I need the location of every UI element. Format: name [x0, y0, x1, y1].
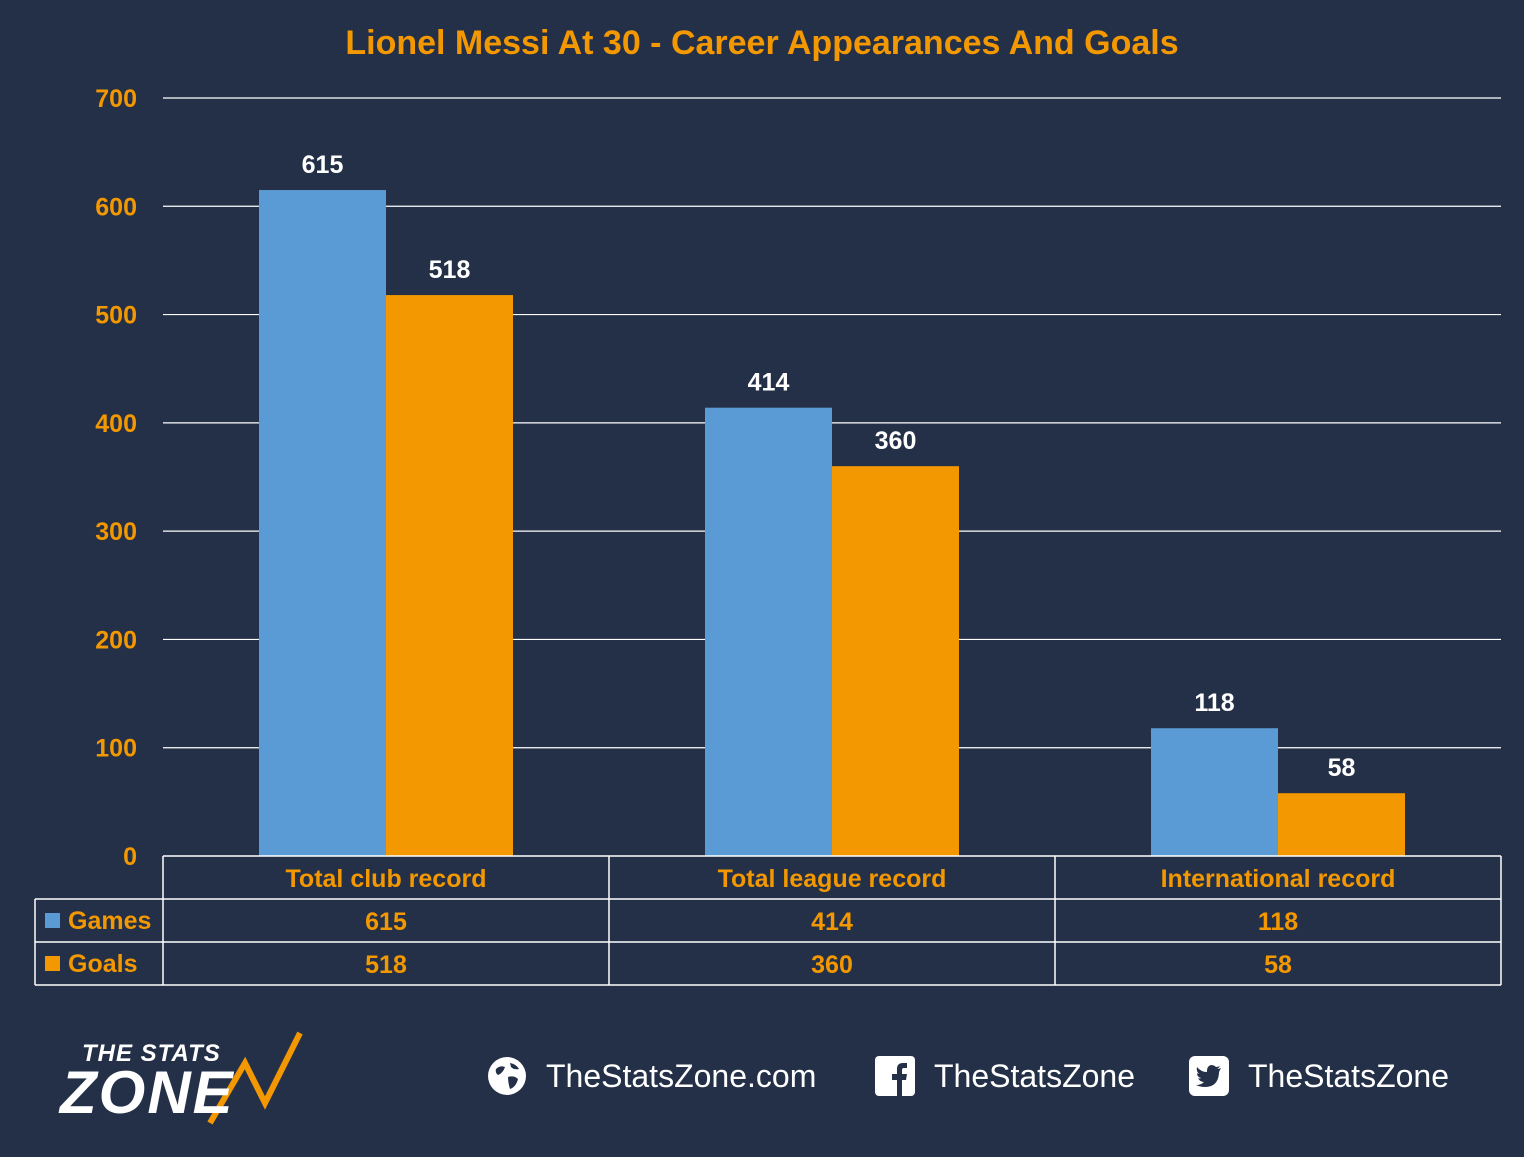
y-tick-label: 200	[95, 626, 137, 654]
twitter-link[interactable]: TheStatsZone	[1188, 1054, 1449, 1098]
chart-title: Lionel Messi At 30 - Career Appearances …	[345, 24, 1178, 62]
table-cell: 118	[1258, 908, 1298, 936]
category-label: Total club record	[286, 865, 487, 893]
bar-goals	[1278, 793, 1405, 856]
logo-top-text: THE STATS	[82, 1040, 221, 1067]
data-label: 518	[429, 256, 471, 284]
legend-swatch-games	[45, 913, 60, 928]
data-labels: 615 518 414 360 118 58	[302, 151, 1356, 782]
category-label: Total league record	[718, 865, 947, 893]
y-tick-label: 700	[95, 85, 137, 113]
y-tick-label: 600	[95, 193, 137, 221]
bar-games	[705, 407, 832, 856]
table-cell: 615	[365, 908, 407, 936]
data-label: 414	[748, 369, 790, 397]
y-tick-label: 300	[95, 518, 137, 546]
bar-games	[1151, 728, 1278, 856]
table-cell: 518	[365, 951, 407, 979]
bar-goals	[832, 466, 959, 856]
twitter-icon	[1189, 1056, 1229, 1096]
y-tick-label: 400	[95, 410, 137, 438]
data-label: 360	[875, 427, 917, 455]
table-cell: 58	[1264, 951, 1292, 979]
y-axis: 0 100 200 300 400 500 600 700	[95, 85, 137, 871]
logo-main-text: ZONE	[60, 1059, 235, 1126]
legend-label: Games	[68, 907, 151, 935]
data-label: 118	[1194, 689, 1234, 717]
category-label: International record	[1161, 865, 1396, 893]
bars	[259, 190, 1405, 857]
data-table: Total club record Total league record Inte…	[34, 855, 1502, 986]
table-cell: 360	[811, 951, 853, 979]
data-label: 58	[1328, 754, 1356, 782]
facebook-icon	[875, 1056, 915, 1096]
y-tick-label: 0	[123, 843, 137, 871]
facebook-text: TheStatsZone	[934, 1057, 1135, 1094]
stats-zone-logo: THE STATS ZONE	[60, 1028, 330, 1128]
legend-label: Goals	[68, 950, 137, 978]
y-tick-label: 500	[95, 302, 137, 330]
website-link[interactable]: TheStatsZone.com	[486, 1054, 816, 1098]
twitter-text: TheStatsZone	[1248, 1057, 1449, 1094]
logo-swoosh-icon	[207, 1031, 303, 1125]
bar-goals	[386, 295, 513, 857]
data-label: 615	[302, 151, 344, 179]
globe-icon	[488, 1057, 526, 1095]
legend-swatch-goals	[45, 956, 60, 971]
y-tick-label: 100	[95, 735, 137, 763]
website-text: TheStatsZone.com	[546, 1057, 817, 1094]
chart: Lionel Messi At 30 - Career Appearances …	[34, 24, 1502, 986]
table-cell: 414	[811, 908, 853, 936]
footer: THE STATS ZONE TheStatsZone.com TheStats…	[0, 1020, 1524, 1140]
facebook-link[interactable]: TheStatsZone	[874, 1054, 1135, 1098]
bar-games	[259, 190, 386, 857]
